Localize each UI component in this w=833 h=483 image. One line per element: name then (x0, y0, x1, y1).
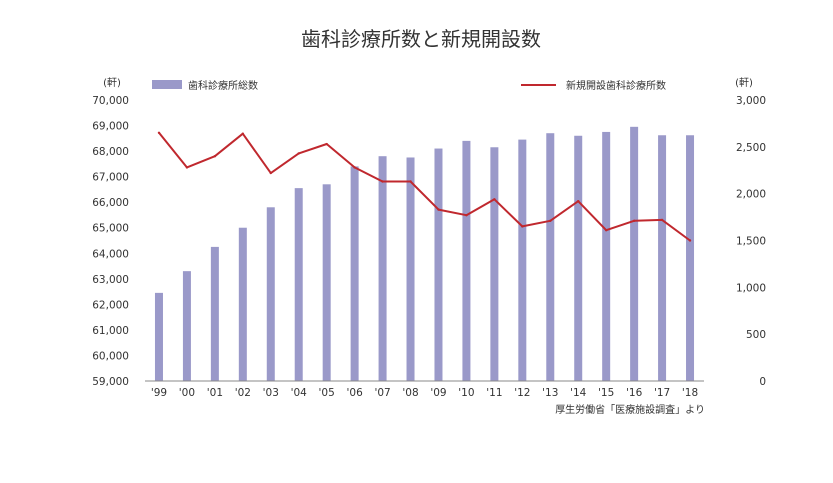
left-tick-label: 60,000 (92, 350, 129, 362)
right-tick-label: 3,000 (736, 95, 766, 107)
line-point-12 (493, 198, 496, 201)
left-tick-label: 67,000 (92, 172, 129, 184)
bar-5 (294, 188, 303, 381)
left-tick-label: 59,000 (92, 376, 129, 388)
category-label: '17 (654, 387, 670, 399)
bar-17 (630, 126, 639, 381)
line-point-18 (660, 218, 664, 222)
bar-12 (490, 147, 499, 381)
category-label: '15 (598, 387, 614, 399)
line-point-3 (241, 132, 245, 135)
right-tick-label: 1,500 (736, 236, 766, 248)
right-tick-label: 2,000 (736, 189, 766, 201)
bar-10 (434, 148, 443, 381)
category-label: '00 (179, 387, 195, 399)
right-tick-label: 1,000 (736, 282, 766, 294)
category-label: '02 (235, 387, 251, 399)
category-label: '08 (402, 387, 418, 399)
left-tick-label: 68,000 (92, 146, 129, 158)
right-axis-unit: (軒) (735, 77, 753, 89)
line-point-16 (604, 228, 608, 232)
line-point-15 (577, 199, 580, 203)
bar-0 (154, 292, 163, 381)
category-label: '06 (347, 387, 364, 399)
category-label: '11 (486, 387, 502, 399)
bar-15 (574, 135, 583, 381)
bar-14 (546, 133, 555, 381)
right-axis: 0 500 1,000 1,500 2,000 2,500 3,000 (736, 95, 766, 388)
category-label: '04 (291, 387, 308, 399)
category-label: '10 (458, 387, 474, 399)
left-tick-label: 61,000 (92, 325, 129, 337)
category-label: '16 (626, 387, 643, 399)
category-label: '05 (319, 387, 335, 399)
left-tick-label: 62,000 (92, 299, 129, 311)
bar-18 (658, 135, 667, 381)
bar-8 (378, 156, 387, 381)
line-point-8 (381, 180, 384, 183)
line-point-0 (157, 131, 161, 134)
left-axis-unit: (軒) (103, 77, 121, 89)
left-tick-label: 64,000 (92, 248, 129, 260)
bar-3 (238, 227, 247, 381)
line-point-6 (325, 142, 328, 146)
category-label: '99 (151, 387, 167, 399)
left-tick-label: 69,000 (92, 121, 129, 133)
left-tick-label: 65,000 (92, 223, 129, 235)
bar-6 (322, 184, 331, 381)
x-axis: '99 '00 '01 '02 '03 '04 '05 '06 '07 '08 '09 '10 '11 '… (151, 387, 698, 399)
left-tick-label: 66,000 (92, 197, 129, 209)
line-point-14 (549, 219, 552, 223)
bar-1 (182, 271, 191, 381)
bar-series (154, 126, 695, 381)
category-label: '13 (542, 387, 558, 399)
left-tick-label: 63,000 (92, 274, 129, 286)
line-path (158, 132, 691, 242)
category-label: '09 (430, 387, 446, 399)
legend-bar-label: 歯科診療所総数 (188, 79, 258, 92)
category-label: '12 (514, 387, 530, 399)
line-point-19 (688, 239, 692, 242)
line-point-13 (521, 225, 524, 228)
line-point-7 (353, 166, 356, 169)
category-label: '07 (374, 387, 390, 399)
line-point-9 (409, 180, 412, 183)
right-tick-label: 500 (746, 329, 766, 341)
line-point-2 (213, 155, 217, 158)
left-axis: 59,000 60,000 61,000 62,000 63,000 64,000 65,0… (92, 95, 129, 388)
bar-16 (602, 131, 611, 381)
legend-line-label: 新規開設歯科診療所数 (566, 79, 666, 92)
source-note: 厚生労働省「医療施設調査」より (555, 403, 705, 416)
line-point-10 (437, 208, 440, 211)
chart-title: 歯科診療所数と新規開設数 (301, 27, 541, 51)
line-point-1 (185, 166, 189, 169)
right-tick-label: 2,500 (736, 142, 766, 154)
bar-2 (210, 246, 219, 381)
category-label: '14 (570, 387, 587, 399)
category-label: '18 (682, 387, 698, 399)
category-label: '01 (207, 387, 223, 399)
line-series (157, 131, 692, 242)
line-point-5 (297, 152, 300, 155)
category-label: '03 (263, 387, 279, 399)
bar-9 (406, 157, 415, 381)
right-tick-label: 0 (759, 376, 766, 388)
bar-11 (462, 140, 471, 381)
line-point-11 (465, 214, 468, 217)
line-point-4 (269, 171, 272, 175)
bar-4 (266, 207, 275, 381)
bar-13 (518, 139, 527, 381)
line-point-17 (632, 219, 636, 223)
left-tick-label: 70,000 (92, 95, 129, 107)
bar-7 (350, 166, 359, 381)
legend-bar-swatch (152, 80, 182, 89)
bar-19 (686, 135, 695, 381)
